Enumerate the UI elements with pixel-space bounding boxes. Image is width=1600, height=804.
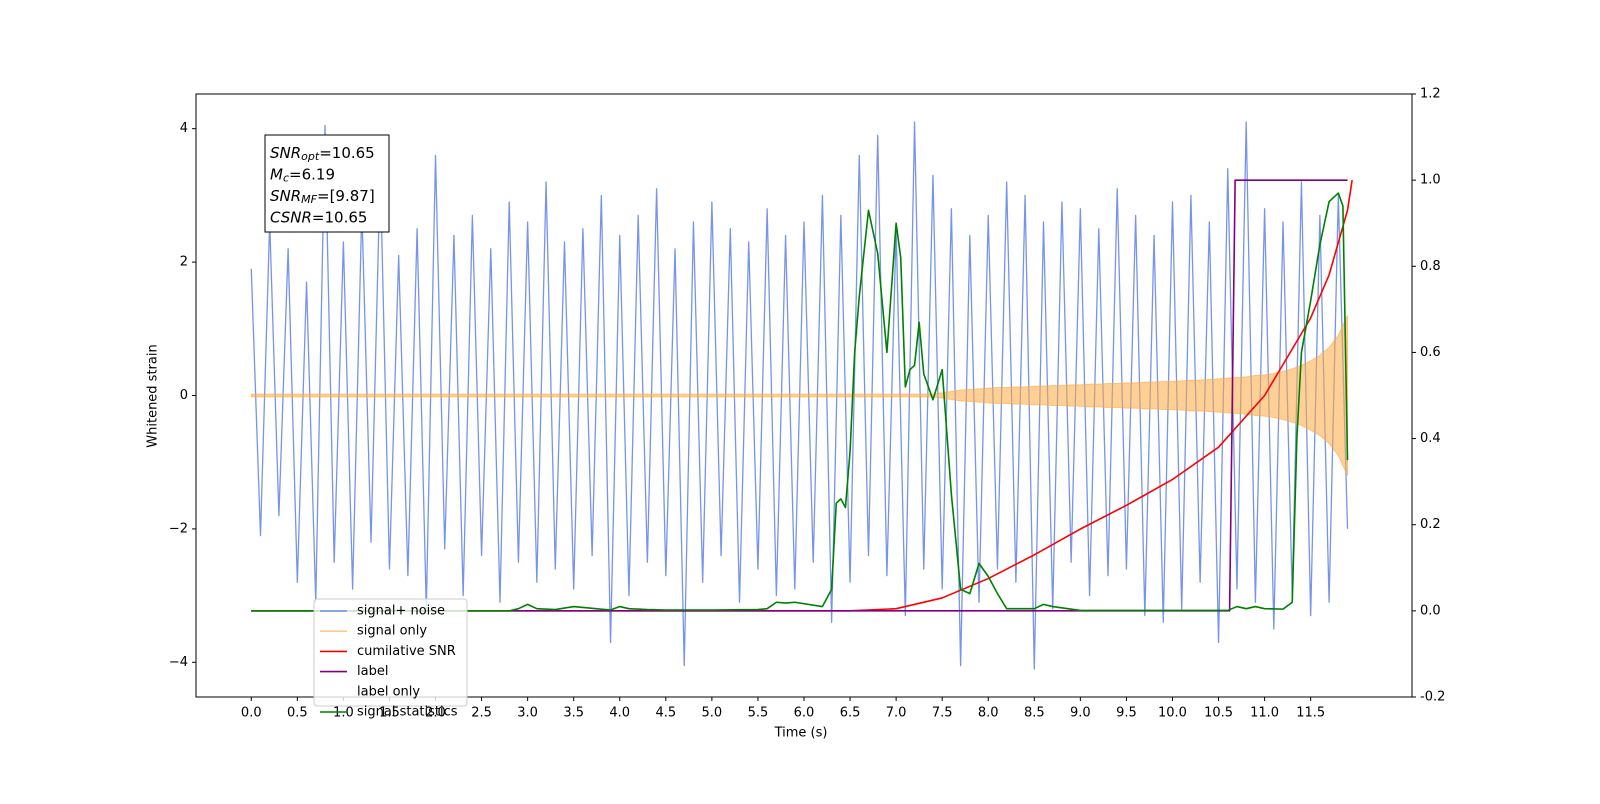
x-tick-label: 1.5 (379, 706, 400, 721)
legend-label: cumilative SNR (357, 644, 456, 659)
series-line (250, 121, 1349, 670)
y-tick-label: 2 (180, 255, 188, 270)
annotation-symbol: M (270, 165, 283, 183)
legend-label: signal only (357, 624, 427, 639)
x-axis-label: Time (s) (774, 726, 828, 741)
annotation-line: Mc=6.19 (270, 165, 335, 185)
y-axis-label: Whitened strain (146, 344, 161, 447)
annotation-line: CSNR=10.65 (270, 208, 367, 226)
x-tick-label: 7.0 (886, 706, 907, 721)
x-tick-label: 6.0 (794, 706, 815, 721)
legend-label: label only (357, 684, 420, 699)
signal-band (250, 315, 1349, 476)
x-tick-label: 5.0 (702, 706, 723, 721)
annotation-value: =6.19 (289, 165, 335, 183)
y2-tick-label: 1.0 (1420, 173, 1441, 188)
x-tick-label: 1.0 (333, 706, 354, 721)
x-tick-label: 8.5 (1024, 706, 1045, 721)
x-tick-label: 10.0 (1158, 706, 1187, 721)
x-tick-label: 11.0 (1250, 706, 1279, 721)
x-tick-label: 8.0 (978, 706, 999, 721)
x-tick-label: 7.5 (932, 706, 953, 721)
y-tick-label: 4 (180, 121, 188, 136)
x-tick-label: 9.0 (1070, 706, 1091, 721)
series-line (251, 179, 1348, 612)
annotation-symbol: SNR (270, 144, 301, 162)
x-tick-label: 6.5 (840, 706, 861, 721)
x-tick-label: 0.5 (287, 706, 308, 721)
y2-tick-label: 0.0 (1420, 603, 1441, 618)
x-tick-label: 3.5 (563, 706, 584, 721)
legend-box (313, 598, 468, 707)
x-tick-label: 11.5 (1296, 706, 1325, 721)
annotation-symbol: CSNR (270, 208, 312, 226)
annotation-subscript: MF (301, 193, 317, 206)
annotation-line: SNRopt=10.65 (270, 144, 375, 164)
annotation-box (264, 134, 390, 233)
annotation-value: =10.65 (319, 144, 375, 162)
annotation-subscript: opt (301, 150, 320, 163)
legend-label: signal statistics (357, 705, 458, 720)
x-tick-label: 2.5 (471, 706, 492, 721)
legend: signal+ noise signal only cumilative SNR la… (313, 598, 468, 720)
series-line (251, 192, 1349, 612)
x-tick-label: 4.5 (655, 706, 676, 721)
annotation-line: SNRMF=[9.87] (270, 187, 375, 207)
annotation-value: =[9.87] (317, 187, 375, 205)
y-tick-label: −2 (169, 521, 188, 536)
plot-area (250, 121, 1353, 670)
y2-tick-label: 0.8 (1420, 259, 1441, 274)
y2-tick-label: 1.2 (1420, 87, 1441, 102)
annotation: SNRopt=10.65Mc=6.19SNRMF=[9.87]CSNR=10.6… (264, 134, 390, 233)
y2-tick-label: 0.4 (1420, 431, 1441, 446)
x-tick-label: 5.5 (748, 706, 769, 721)
y2-tick-label: -0.2 (1420, 690, 1445, 705)
x-tick-label: 3.0 (517, 706, 538, 721)
series-line (251, 180, 1353, 612)
x-tick-label: 10.5 (1204, 706, 1233, 721)
legend-label: label (357, 664, 388, 679)
legend-label: signal+ noise (357, 604, 445, 619)
annotation-value: =10.65 (312, 208, 368, 226)
x-tick-label: 2.0 (425, 706, 446, 721)
y-tick-label: −4 (169, 655, 188, 670)
y2-tick-label: 0.6 (1420, 345, 1441, 360)
annotation-subscript: c (283, 172, 289, 185)
x-tick-label: 4.0 (609, 706, 630, 721)
annotation-symbol: SNR (270, 187, 301, 205)
y-tick-label: 0 (180, 388, 188, 403)
x-tick-label: 9.5 (1116, 706, 1137, 721)
x-tick-label: 0.0 (241, 706, 262, 721)
y2-tick-label: 0.2 (1420, 517, 1441, 532)
